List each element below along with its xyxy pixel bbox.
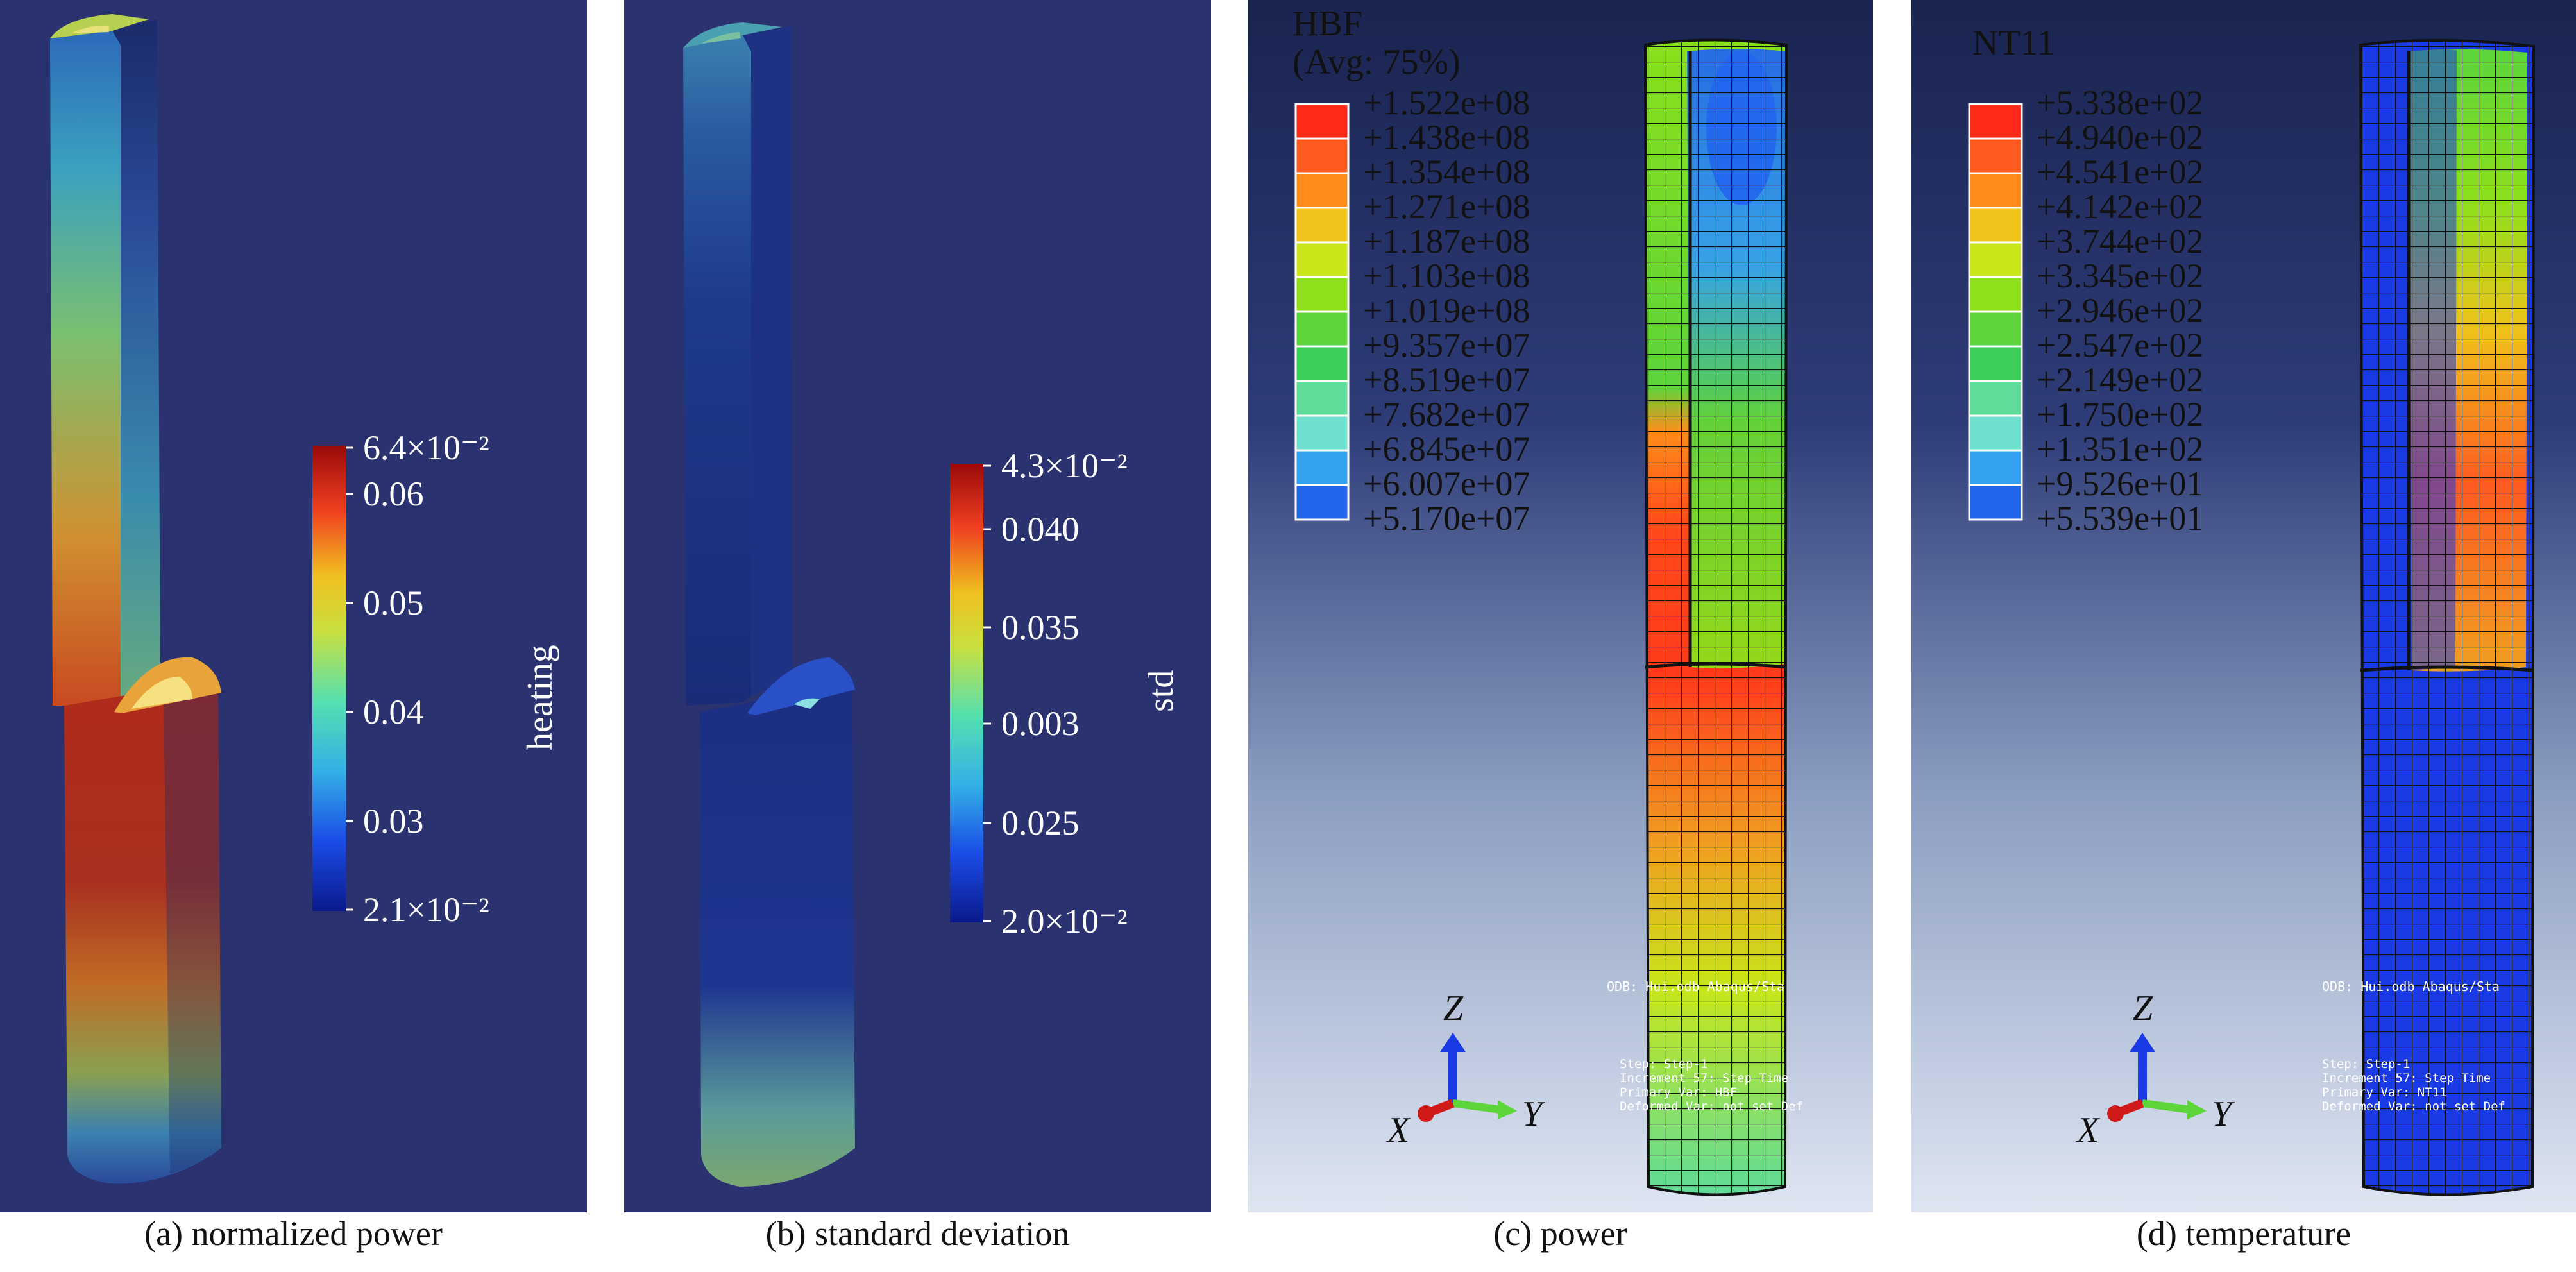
temperature-render: NT11 +5.338e+02 +4.940e+02 +4.541e+02 +4…: [1911, 0, 2576, 1212]
heating-tick-003: 0.03: [363, 802, 424, 840]
std-tick-0035: 0.035: [1001, 608, 1080, 647]
step-info-line: Step: Step-1: [1620, 1057, 1707, 1071]
step-info-line: Deformed Var: not set Def: [1620, 1099, 1803, 1114]
hbf-legend-value: +1.187e+08: [1363, 222, 1530, 260]
lower-cylinder: [700, 683, 855, 1187]
nt11-legend-value: +5.539e+01: [2037, 499, 2203, 538]
nt11-legend-value: +4.940e+02: [2037, 118, 2203, 157]
nt11-legend-value: +4.541e+02: [2037, 153, 2203, 191]
upper-half-cylinder-flat-face: [743, 26, 792, 696]
hbf-legend-value: +6.845e+07: [1363, 430, 1530, 468]
heating-colorbar-title: heating: [520, 645, 560, 750]
step-info-line: Step: Step-1: [2322, 1057, 2410, 1071]
hbf-legend-value: +1.271e+08: [1363, 187, 1530, 226]
hbf-legend-value: +7.682e+07: [1363, 395, 1530, 434]
hbf-legend-value: +1.354e+08: [1363, 153, 1530, 191]
panel-temperature: NT11 +5.338e+02 +4.940e+02 +4.541e+02 +4…: [1911, 0, 2576, 1212]
caption-standard-deviation: (b) standard deviation: [765, 1214, 1070, 1253]
nt11-legend-swatches: [1968, 103, 2023, 521]
upper-half-cylinder: [50, 31, 122, 706]
step-info-line: Primary Var: HBF: [1620, 1085, 1737, 1099]
odb-info: ODB: Hui.odb Abaqus/Sta: [1607, 979, 1784, 994]
triad-y-label: Y: [1522, 1094, 1546, 1134]
nt11-legend-value: +9.526e+01: [2037, 464, 2203, 503]
hbf-legend-swatches: [1294, 103, 1350, 521]
power-render: HBF (Avg: 75%) +1.522e+08 +1.438e+08 +1.…: [1248, 0, 1873, 1212]
odb-info: ODB: Hui.odb Abaqus/Sta: [2322, 979, 2500, 994]
coordinate-triad: Z X Y: [2076, 988, 2235, 1150]
hbf-legend-value: +1.522e+08: [1363, 83, 1530, 122]
nt11-legend-value: +2.547e+02: [2037, 326, 2203, 364]
std-colorbar: [950, 464, 983, 922]
heating-tick-max: 6.4×10⁻²: [363, 428, 489, 467]
upper-top-cap-highlight: [71, 25, 109, 33]
step-info-line: Deformed Var: not set Def: [2322, 1099, 2505, 1114]
hbf-legend-value: +1.019e+08: [1363, 291, 1530, 330]
step-info-line: Primary Var: NT11: [2322, 1085, 2446, 1099]
triad-y-label: Y: [2212, 1094, 2235, 1134]
lower-top-face-highlight: [794, 698, 820, 709]
lower-top-face: [747, 657, 855, 715]
standard-deviation-render: 4.3×10⁻² 0.040 0.035 0.003 0.025 2.0×10⁻…: [624, 0, 1211, 1212]
heating-colorbar: [312, 446, 346, 911]
step-info-line: Increment 57: Step Time: [2322, 1071, 2491, 1085]
lower-cylinder: [64, 680, 221, 1184]
hbf-legend-title: HBF: [1292, 4, 1362, 44]
step-info-line: Increment 57: Step Time: [1620, 1071, 1788, 1085]
panel-standard-deviation: 4.3×10⁻² 0.040 0.035 0.003 0.025 2.0×10⁻…: [624, 0, 1211, 1212]
heating-colorbar-ticks: [346, 446, 353, 911]
nt11-legend-value: +3.345e+02: [2037, 257, 2203, 295]
std-colorbar-ticks: [983, 464, 991, 922]
power-cylinder: [1643, 38, 1788, 1196]
triad-z-label: Z: [1443, 988, 1464, 1028]
caption-power: (c) power: [1493, 1214, 1627, 1253]
nt11-legend-value: +5.338e+02: [2037, 83, 2203, 122]
heating-tick-004: 0.04: [363, 693, 424, 731]
panel-normalized-power: 6.4×10⁻² 0.06 0.05 0.04 0.03 2.1×10⁻² he…: [0, 0, 587, 1212]
nt11-legend-value: +2.149e+02: [2037, 360, 2203, 399]
normalized-power-render: 6.4×10⁻² 0.06 0.05 0.04 0.03 2.1×10⁻² he…: [0, 0, 587, 1212]
hbf-legend-value: +1.103e+08: [1363, 257, 1530, 295]
hbf-legend-value: +8.519e+07: [1363, 360, 1530, 399]
triad-x-label: X: [2076, 1110, 2101, 1150]
hbf-legend-value: +9.357e+07: [1363, 326, 1530, 364]
heating-tick-min: 2.1×10⁻²: [363, 890, 489, 929]
triad-z-label: Z: [2133, 988, 2153, 1028]
heating-tick-006: 0.06: [363, 475, 424, 513]
hbf-legend-value: +6.007e+07: [1363, 464, 1530, 503]
std-colorbar-title: std: [1141, 670, 1181, 712]
lower-top-face-highlight: [131, 677, 192, 709]
std-tick-0040: 0.040: [1001, 510, 1080, 548]
nt11-legend-value: +4.142e+02: [2037, 187, 2203, 226]
hbf-legend-subtitle: (Avg: 75%): [1292, 42, 1461, 82]
nt11-legend-value: +2.946e+02: [2037, 291, 2203, 330]
lower-cylinder-shade: [164, 680, 221, 1174]
hbf-legend-value: +5.170e+07: [1363, 499, 1530, 538]
caption-temperature: (d) temperature: [2136, 1214, 2351, 1253]
nt11-legend-value: +3.744e+02: [2037, 222, 2203, 260]
heating-tick-005: 0.05: [363, 584, 424, 622]
std-tick-max: 4.3×10⁻²: [1001, 446, 1128, 485]
hbf-legend-value: +1.438e+08: [1363, 118, 1530, 157]
coordinate-triad: Z X Y: [1386, 988, 1546, 1150]
temperature-cylinder: [2359, 38, 2536, 1196]
panel-power: HBF (Avg: 75%) +1.522e+08 +1.438e+08 +1.…: [1248, 0, 1873, 1212]
std-tick-0003: 0.003: [1001, 704, 1080, 743]
nt11-legend-title: NT11: [1972, 23, 2055, 63]
nt11-legend-value: +1.750e+02: [2037, 395, 2203, 434]
std-tick-min: 2.0×10⁻²: [1001, 902, 1128, 940]
upper-half-cylinder-flat-face: [112, 19, 160, 699]
nt11-legend-value: +1.351e+02: [2037, 430, 2203, 468]
upper-half-cylinder: [683, 35, 751, 706]
std-tick-0025: 0.025: [1001, 804, 1080, 842]
caption-normalized-power: (a) normalized power: [144, 1214, 443, 1253]
upper-top-cap-highlight: [701, 32, 741, 44]
triad-x-label: X: [1386, 1110, 1411, 1150]
